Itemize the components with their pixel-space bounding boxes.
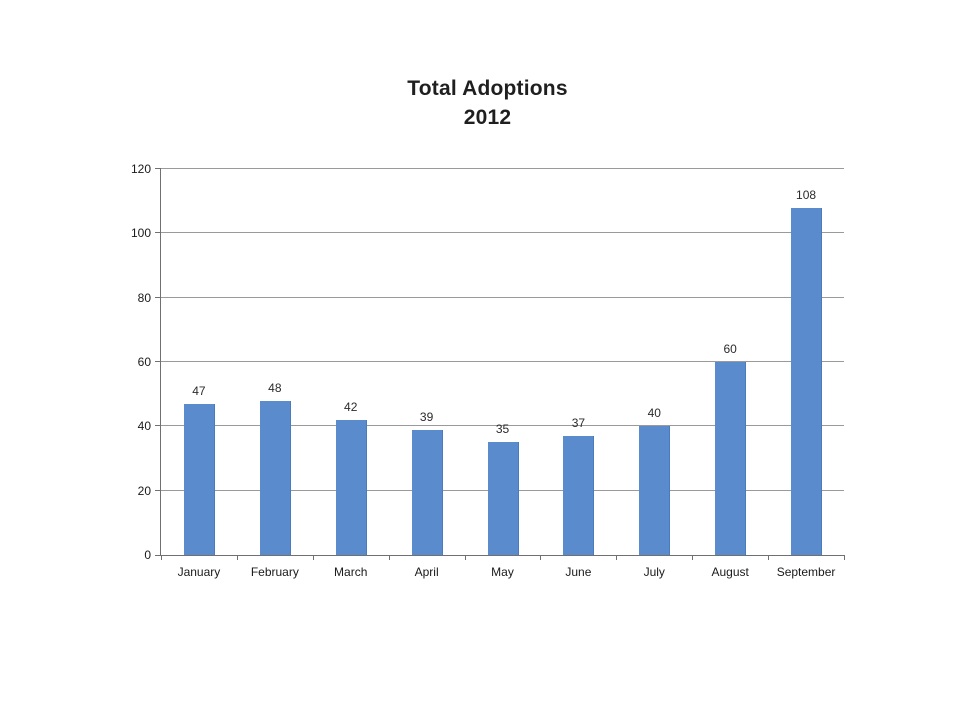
bar-august <box>715 362 746 555</box>
bar-january <box>184 404 215 555</box>
x-axis-category-label: July <box>643 565 665 579</box>
bar-february <box>260 401 291 555</box>
gridline <box>161 168 844 169</box>
chart-title-line1: Total Adoptions <box>407 77 568 100</box>
x-axis-tick <box>540 555 541 560</box>
bar-value-label: 108 <box>796 188 817 202</box>
bar-value-label: 35 <box>495 422 510 436</box>
y-axis-tick-label: 60 <box>137 355 151 369</box>
gridline <box>161 361 844 362</box>
y-axis-tick-label: 40 <box>137 419 151 434</box>
x-axis-category-label: January <box>177 565 221 579</box>
bar-march <box>336 420 367 555</box>
y-axis-tick-label: 0 <box>144 548 151 562</box>
bar-july <box>639 426 670 555</box>
y-axis-tick <box>155 296 161 298</box>
x-axis-category-label: March <box>334 565 368 579</box>
x-axis-tick <box>237 555 238 560</box>
x-axis-tick <box>616 555 617 560</box>
y-axis-tick-label: 120 <box>130 162 151 176</box>
y-axis-tick <box>155 168 161 169</box>
gridline <box>161 296 844 298</box>
bar-value-label: 47 <box>192 384 206 398</box>
x-axis-category-label: May <box>491 565 514 579</box>
bar-value-label: 40 <box>647 406 661 420</box>
bar-may <box>488 442 519 555</box>
bar-value-label: 37 <box>571 416 586 430</box>
chart-title: Total Adoptions 2012 <box>0 74 960 132</box>
y-axis-tick-label: 20 <box>137 483 151 498</box>
gridline <box>161 232 844 234</box>
bar-value-label: 48 <box>268 381 282 395</box>
x-axis-tick <box>768 555 769 560</box>
y-axis-tick-label: 100 <box>130 226 151 241</box>
x-axis-category-label: June <box>565 565 592 579</box>
bar-value-label: 42 <box>344 400 358 414</box>
x-axis-category-label: April <box>414 565 439 579</box>
x-axis-category-label: August <box>711 565 749 579</box>
x-axis-tick <box>389 555 390 560</box>
y-axis-tick <box>155 555 161 556</box>
plot-area: 0 20 40 60 80 100 120 47 January 48 February 42 Marc… <box>131 162 845 579</box>
bar-april <box>412 430 443 555</box>
chart-title-line2: 2012 <box>463 106 512 129</box>
x-axis-tick <box>465 555 466 560</box>
gridline <box>161 425 844 427</box>
bar-value-label: 39 <box>419 410 434 424</box>
x-axis-tick <box>844 555 845 560</box>
x-axis-tick <box>313 555 314 560</box>
x-axis-tick <box>161 555 162 560</box>
y-axis-tick <box>155 361 161 362</box>
x-axis-category-label: February <box>250 565 299 579</box>
bar-september <box>791 208 822 555</box>
bar-june <box>563 436 594 555</box>
y-axis-tick <box>155 425 161 427</box>
bar-value-label: 60 <box>723 342 737 356</box>
y-axis-tick-label: 80 <box>137 290 151 305</box>
y-axis-tick <box>155 489 161 491</box>
x-axis-tick <box>692 555 693 560</box>
y-axis-tick <box>155 232 161 234</box>
x-axis-category-label: September <box>776 565 836 579</box>
